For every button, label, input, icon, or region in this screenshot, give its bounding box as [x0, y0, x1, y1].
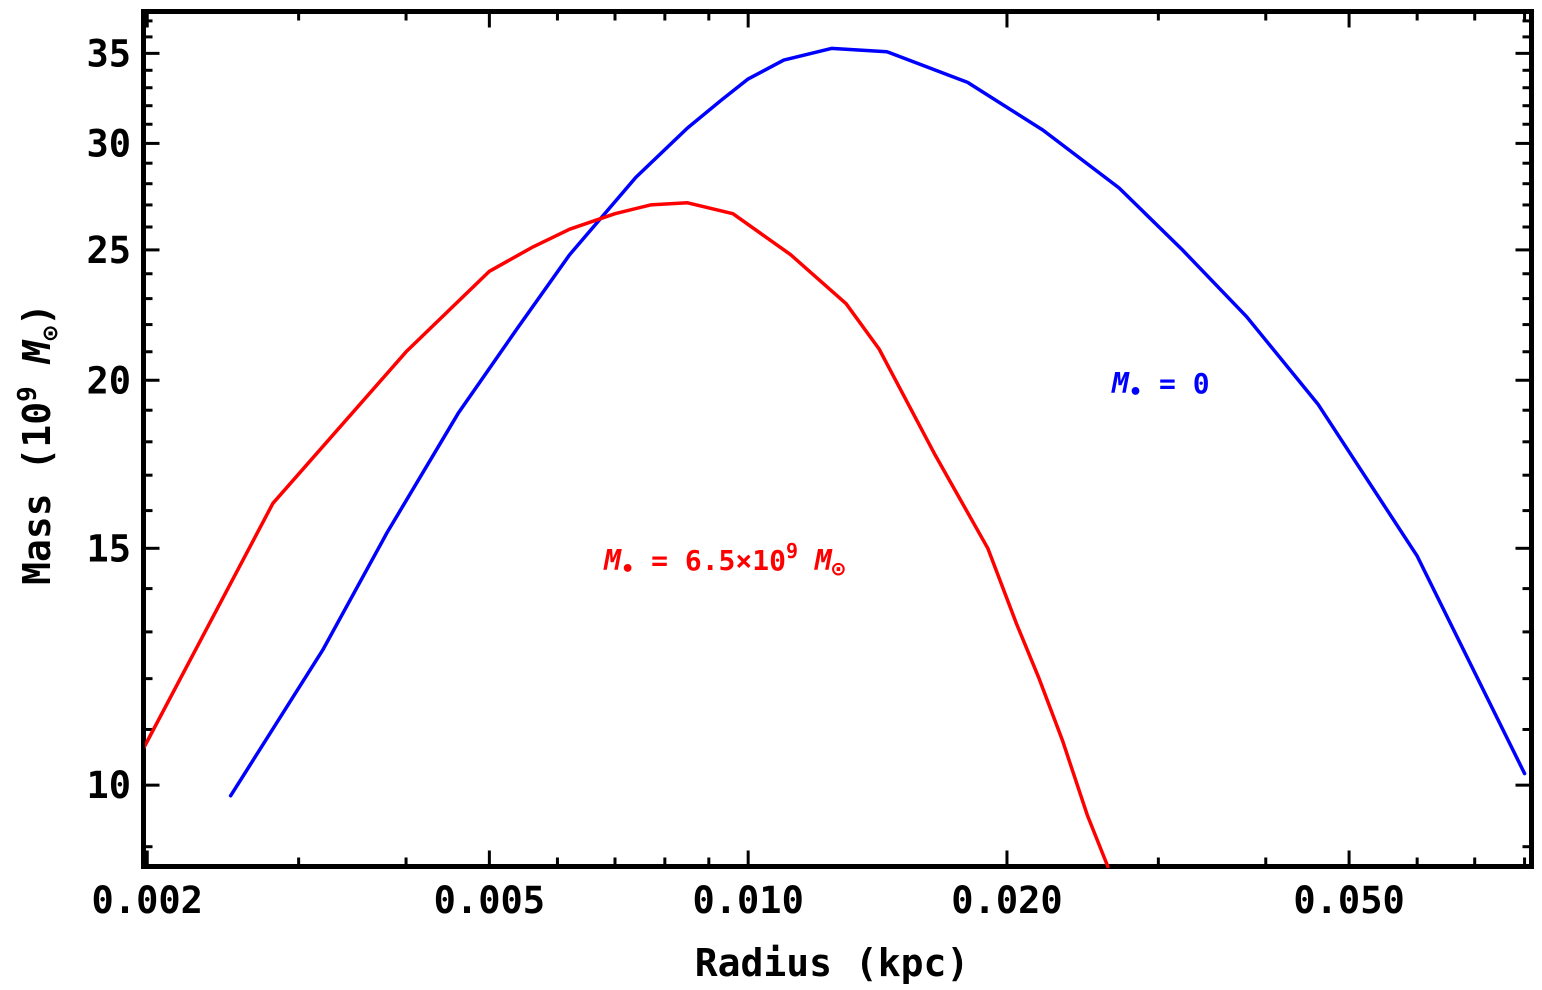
x-tick-label: 0.010: [692, 879, 803, 922]
series-lines: [145, 46, 1527, 868]
y-axis-label-exp: 9: [13, 386, 43, 402]
axis-ticks: [143, 11, 1532, 867]
x-tick-label: 0.050: [1293, 879, 1404, 922]
label-tail-symbol: M: [798, 544, 833, 577]
label-subscript: •: [1129, 380, 1142, 405]
label-text: = 0: [1142, 367, 1209, 400]
y-axis-label-suffix: ): [15, 303, 59, 326]
y-axis-label: Mass (109 M⊙): [13, 303, 64, 585]
label-symbol: M: [603, 544, 622, 577]
series-labels: M• = 0M• = 6.5×109 M⊙: [603, 367, 1209, 582]
label-symbol: M: [1111, 367, 1130, 400]
series-line-0: [228, 46, 1527, 798]
series-label-0: M• = 0: [1111, 367, 1210, 405]
plot-frame: [141, 9, 1534, 869]
y-axis-label-sub: ⊙: [36, 325, 64, 340]
y-axis-label-prefix: Mass (10: [15, 402, 59, 585]
x-axis-label: Radius (kpc): [695, 941, 970, 985]
series-line-1: [145, 201, 1110, 868]
label-subscript: •: [621, 557, 634, 582]
x-tick-label: 0.020: [951, 879, 1062, 922]
x-tick-labels: 0.002 0.005 0.010 0.020 0.050: [92, 879, 1405, 922]
y-axis-label-sym: M: [15, 339, 59, 365]
x-tick-label: 0.005: [434, 879, 545, 922]
label-superscript: 9: [786, 539, 798, 563]
y-tick-label: 15: [86, 527, 131, 570]
y-tick-label: 20: [86, 359, 131, 402]
y-tick-label: 30: [86, 122, 131, 165]
y-tick-labels: 10 15 20 25 30 35: [86, 32, 131, 807]
label-tail-subscript: ⊙: [832, 557, 845, 582]
label-text: = 6.5×10: [634, 544, 786, 577]
series-label-1: M• = 6.5×109 M⊙: [603, 539, 845, 582]
y-tick-label: 10: [86, 764, 131, 807]
y-tick-label: 35: [86, 32, 131, 75]
y-axis-label-space: [15, 363, 59, 386]
x-tick-label: 0.002: [92, 879, 203, 922]
y-tick-label: 25: [86, 229, 131, 272]
